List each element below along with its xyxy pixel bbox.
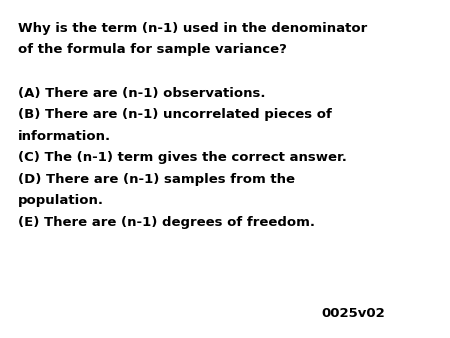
Text: (B) There are (n-1) uncorrelated pieces of: (B) There are (n-1) uncorrelated pieces … <box>18 108 332 121</box>
Text: population.: population. <box>18 194 104 207</box>
Text: (A) There are (n-1) observations.: (A) There are (n-1) observations. <box>18 87 266 99</box>
Text: (D) There are (n-1) samples from the: (D) There are (n-1) samples from the <box>18 172 295 186</box>
Text: (C) The (n-1) term gives the correct answer.: (C) The (n-1) term gives the correct ans… <box>18 151 347 164</box>
Text: of the formula for sample variance?: of the formula for sample variance? <box>18 44 287 56</box>
Text: information.: information. <box>18 129 111 143</box>
Text: Why is the term (n-1) used in the denominator: Why is the term (n-1) used in the denomi… <box>18 22 367 35</box>
Text: (E) There are (n-1) degrees of freedom.: (E) There are (n-1) degrees of freedom. <box>18 216 315 228</box>
Text: 0025v02: 0025v02 <box>321 307 385 320</box>
